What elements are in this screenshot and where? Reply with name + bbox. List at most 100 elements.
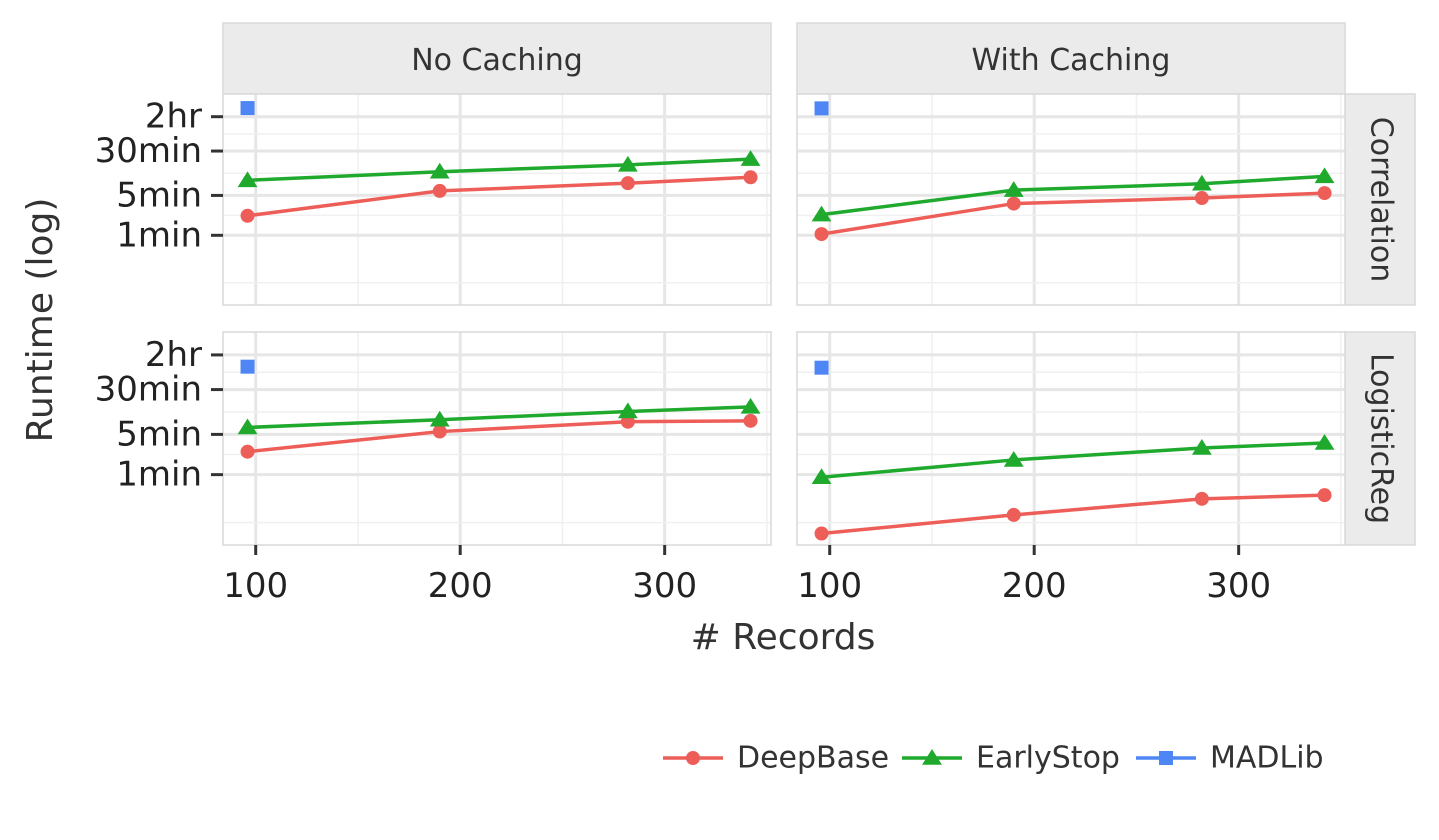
- data-point: [1003, 450, 1024, 467]
- data-point: [1194, 191, 1209, 206]
- panel-0-1: [796, 93, 1346, 306]
- data-point: [240, 208, 255, 223]
- data-point: [811, 205, 832, 222]
- panel-border: [222, 331, 772, 546]
- data-point: [620, 176, 635, 191]
- series-earlystop: [811, 167, 1335, 222]
- legend-item-madlib: MADLib: [1136, 741, 1324, 776]
- col-strip-0: [222, 22, 772, 95]
- series-line: [247, 175, 751, 218]
- panel-0-0: [222, 93, 772, 306]
- series-line: [821, 441, 1325, 480]
- data-point: [432, 183, 447, 198]
- data-point: [240, 444, 255, 459]
- data-point: [740, 397, 761, 414]
- data-point: [1191, 174, 1212, 191]
- data-point: [743, 413, 758, 428]
- data-point: [811, 468, 832, 485]
- panel-border: [222, 93, 772, 306]
- data-point: [1006, 196, 1021, 211]
- row-strip-label: LogisticReg: [1364, 353, 1399, 524]
- data-point: [617, 402, 638, 419]
- data-point: [237, 418, 258, 435]
- col-strip-label: No Caching: [411, 43, 583, 78]
- data-point: [617, 155, 638, 172]
- data-point: [814, 227, 829, 242]
- data-point: [1314, 433, 1335, 450]
- series-madlib: [814, 360, 829, 375]
- panel-background: [797, 332, 1345, 545]
- series-line: [821, 191, 1325, 236]
- legend-label: DeepBase: [737, 741, 889, 776]
- data-point: [240, 359, 255, 374]
- data-point: [240, 101, 255, 116]
- x-tick-label: 100: [797, 566, 862, 606]
- row-strip-0: [1344, 93, 1416, 306]
- series-deepbase: [814, 186, 1332, 242]
- y-tick-label: 1min: [116, 215, 202, 255]
- panel-background: [797, 94, 1345, 305]
- series-line: [247, 157, 751, 183]
- legend-label: MADLib: [1210, 741, 1324, 776]
- data-point: [814, 526, 829, 541]
- series-line: [821, 493, 1325, 536]
- y-tick-label: 30min: [95, 131, 202, 171]
- col-strip-1: [796, 22, 1346, 95]
- data-point: [237, 171, 258, 188]
- series-madlib: [240, 359, 255, 374]
- data-point: [1314, 167, 1335, 184]
- x-tick-label: 200: [1002, 566, 1067, 606]
- row-strip-1: [1344, 331, 1416, 546]
- data-point: [1006, 507, 1021, 522]
- x-axis-title: # Records: [691, 617, 876, 658]
- series-deepbase: [814, 488, 1332, 541]
- y-axis-title: Runtime (log): [20, 198, 61, 443]
- y-tick-label: 1min: [116, 455, 202, 495]
- legend-label: EarlyStop: [976, 741, 1120, 776]
- legend-key-marker: [922, 749, 942, 765]
- data-point: [1191, 439, 1212, 455]
- series-line: [247, 405, 751, 430]
- panels-layer: No Caching With Caching Correlation Logisti…: [95, 22, 1416, 606]
- y-tick-label: 2hr: [145, 97, 202, 137]
- series-line: [247, 419, 751, 454]
- panel-background: [223, 94, 771, 305]
- series-earlystop: [811, 433, 1335, 485]
- x-tick-label: 200: [428, 566, 493, 606]
- panel-1-0: [222, 331, 772, 546]
- y-tick-label: 30min: [95, 370, 202, 410]
- series-line: [821, 174, 1325, 217]
- col-strip-label: With Caching: [972, 43, 1171, 78]
- panel-1-1: [796, 331, 1346, 546]
- x-tick-label: 300: [632, 566, 697, 606]
- y-tick-label: 5min: [116, 175, 202, 215]
- legend: DeepBase EarlyStop MADLib: [663, 741, 1324, 776]
- data-point: [814, 101, 829, 116]
- data-point: [429, 162, 450, 179]
- panel-background: [223, 332, 771, 545]
- series-madlib: [240, 101, 255, 116]
- legend-item-deepbase: DeepBase: [663, 741, 889, 776]
- y-tick-label: 5min: [116, 414, 202, 454]
- data-point: [740, 150, 761, 166]
- data-point: [1317, 186, 1332, 201]
- legend-key-marker: [1159, 751, 1173, 765]
- data-point: [1317, 488, 1332, 503]
- data-point: [814, 360, 829, 375]
- series-madlib: [814, 101, 829, 116]
- panel-border: [796, 93, 1346, 306]
- panel-border: [796, 331, 1346, 546]
- x-tick-label: 100: [223, 566, 288, 606]
- x-tick-label: 300: [1206, 566, 1271, 606]
- legend-item-earlystop: EarlyStop: [902, 741, 1120, 776]
- y-tick-label: 2hr: [145, 335, 202, 375]
- data-point: [429, 410, 450, 427]
- data-point: [1003, 181, 1024, 197]
- data-point: [743, 170, 758, 185]
- data-point: [432, 424, 447, 439]
- legend-key-marker: [686, 751, 700, 765]
- row-strip-label: Correlation: [1364, 117, 1399, 282]
- series-earlystop: [237, 397, 761, 435]
- series-earlystop: [237, 150, 761, 188]
